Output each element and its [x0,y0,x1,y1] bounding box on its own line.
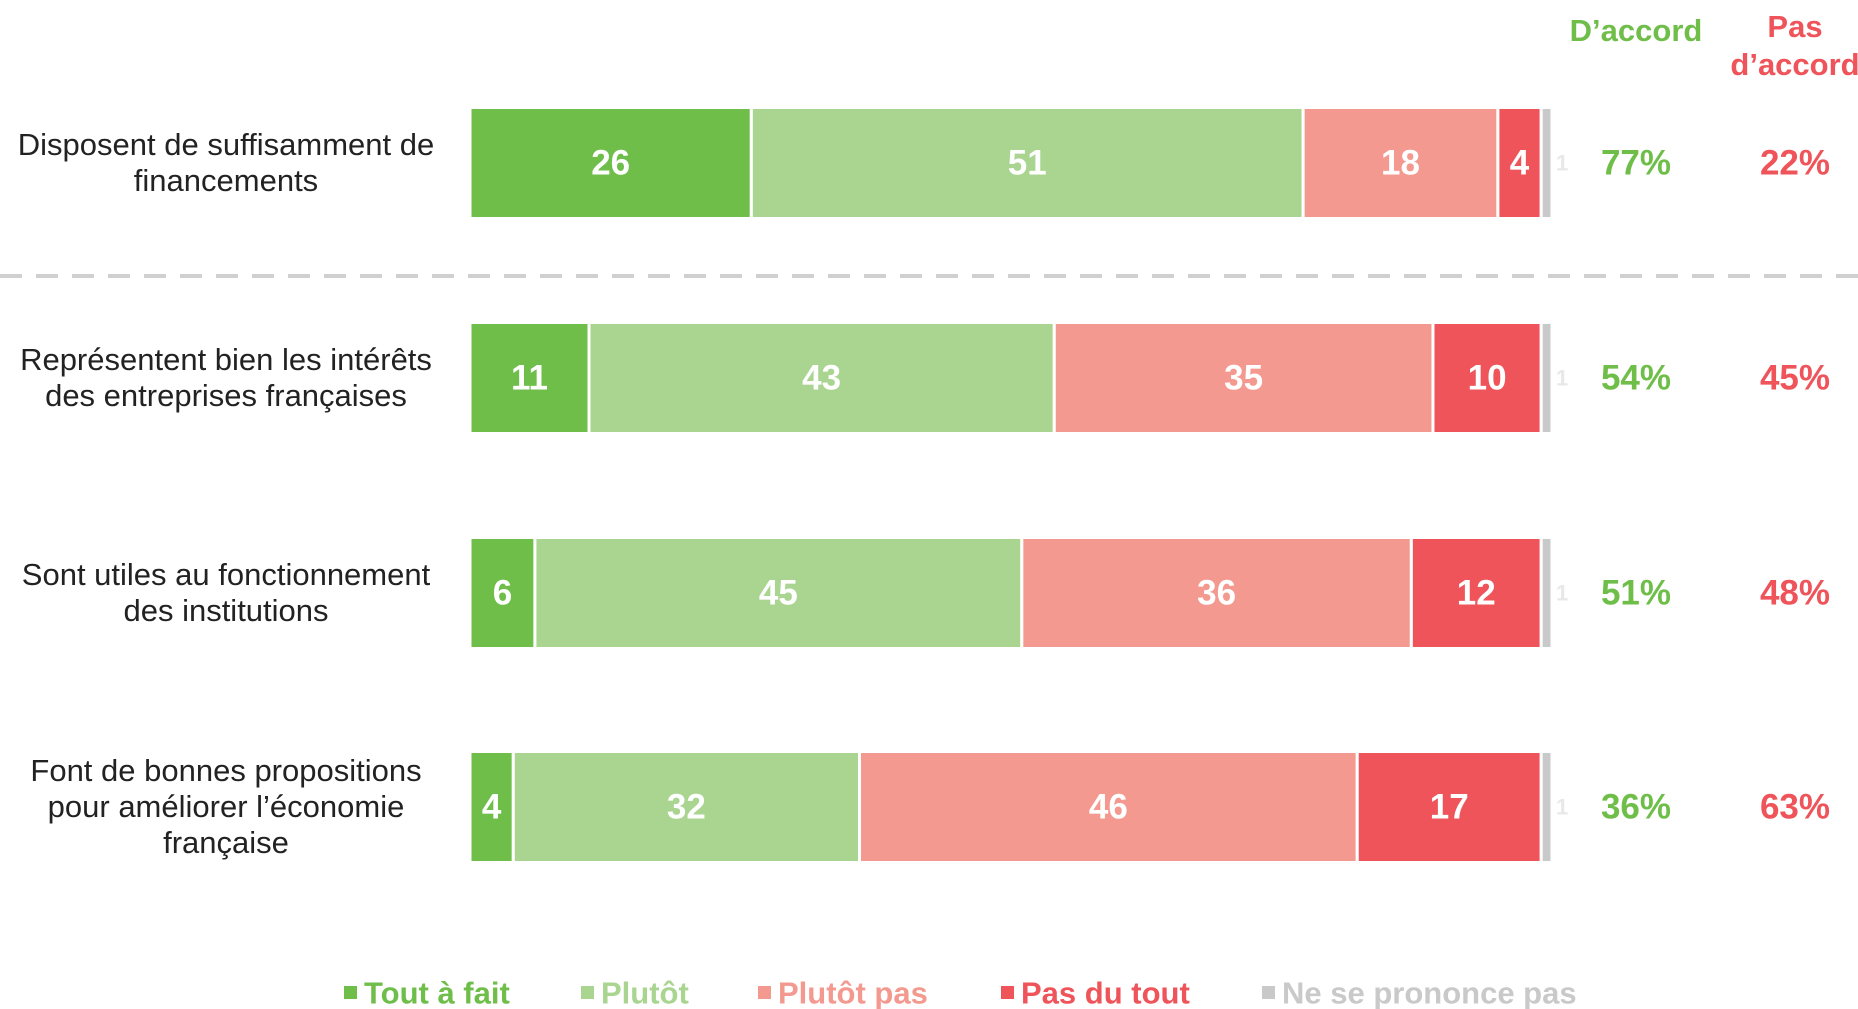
bar-segment [1539,321,1554,435]
bar-value-label: 1 [1556,795,1568,820]
bar-value-label: 4 [482,788,502,827]
bar-segment [468,106,753,220]
bar-value-label: 35 [1224,359,1263,398]
bar-value-label: 51 [1008,144,1047,183]
total-label: 22% [1760,144,1830,183]
bar-segment [1409,536,1543,650]
legend-swatch [1262,986,1275,999]
legend-swatch [344,986,357,999]
total-label: 54% [1601,359,1671,398]
bar-segment [468,321,591,435]
category-label: Représentent bien les intérêts des entre… [20,342,432,413]
bar-segment [1539,106,1554,220]
bar-value-label: 18 [1381,144,1420,183]
column-header: D’accord [1569,13,1703,48]
bar-value-label: 6 [493,574,512,613]
bar-value-label: 1 [1556,366,1568,391]
bar-segment [1539,750,1554,864]
bar-value-label: 32 [667,788,706,827]
bar-value-label: 1 [1556,151,1568,176]
bar-segment [1355,750,1543,864]
bar-value-label: 12 [1457,574,1496,613]
legend-swatch [758,986,771,999]
bar-value-label: 46 [1089,788,1128,827]
bar-segment [1539,536,1554,650]
legend-label: Tout à fait [364,976,510,1009]
bar-segment [1431,321,1543,435]
column-header: Pas d’accord [1730,9,1858,82]
total-label: 63% [1760,788,1830,827]
bar-segment [749,106,1305,220]
bar-value-label: 43 [802,359,841,398]
legend-swatch [581,986,594,999]
bar-value-label: 45 [759,574,798,613]
bar-segment [468,750,515,864]
legend-label: Ne se prononce pas [1282,976,1577,1009]
total-label: 36% [1601,788,1671,827]
bar-value-label: 36 [1197,574,1236,613]
bar-segment [1301,106,1500,220]
bar-value-label: 10 [1468,359,1507,398]
legend-label: Pas du tout [1021,976,1190,1009]
bar-value-label: 11 [511,359,548,398]
bar-segment [468,536,537,650]
bar-segment [533,536,1024,650]
legend-swatch [1001,986,1014,999]
bar-value-label: 26 [591,144,630,183]
total-label: 77% [1601,144,1671,183]
total-label: 45% [1760,359,1830,398]
bar-segment [587,321,1056,435]
total-label: 51% [1601,574,1671,613]
bar-segment [858,750,1359,864]
category-label: Sont utiles au fonctionnement des instit… [21,557,431,628]
total-label: 48% [1760,574,1830,613]
category-label: Disposent de suffisamment de financement… [17,127,435,198]
legend-label: Plutôt pas [778,976,928,1009]
bar-value-label: 4 [1510,144,1530,183]
bar-value-label: 1 [1556,581,1568,606]
category-label: Font de bonnes propositions pour amélior… [30,753,422,860]
legend-label: Plutôt [601,976,689,1009]
bar-value-label: 17 [1430,788,1469,827]
